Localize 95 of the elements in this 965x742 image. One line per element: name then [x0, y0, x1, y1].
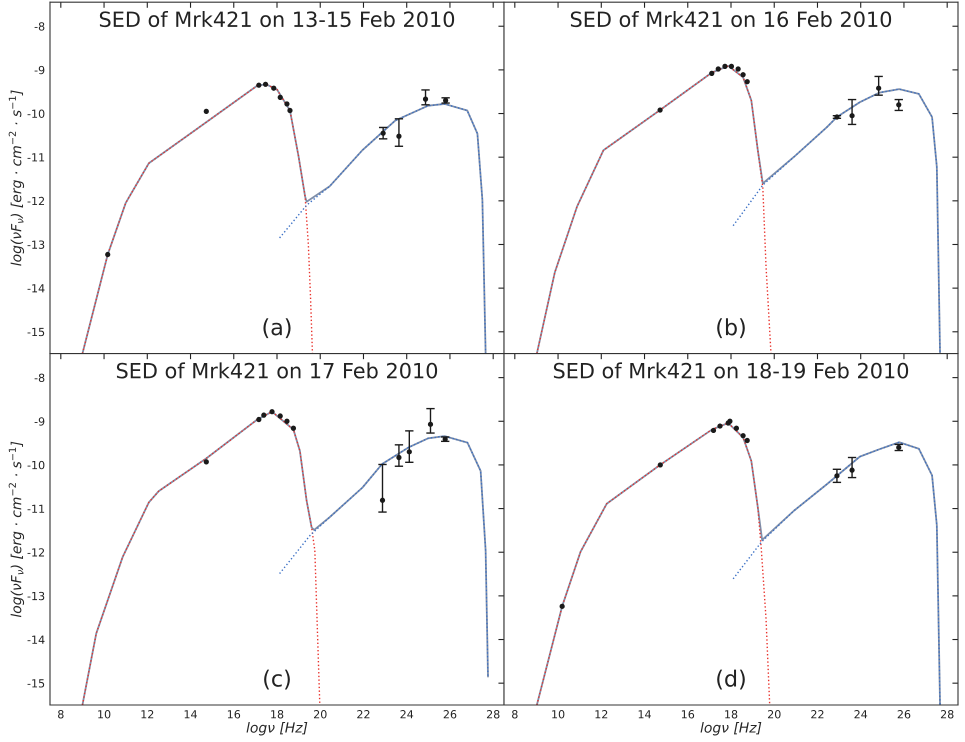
x-tick-label: 20 — [768, 710, 781, 718]
point — [269, 409, 275, 414]
point — [271, 86, 276, 91]
x-tick-label: 26 — [444, 710, 456, 718]
x-tick-label: 20 — [314, 710, 327, 718]
x-tick-label: 12 — [141, 710, 154, 718]
point — [406, 449, 412, 454]
point — [560, 604, 565, 609]
point — [287, 108, 293, 114]
point — [896, 102, 902, 108]
y-tick-label: -8 — [34, 22, 44, 31]
y-axis-title: log(νF$_{ν}$) [erg · cm$^{−2}$ · s$^{−1}$] — [8, 90, 24, 266]
y-tick-label: -10 — [28, 460, 44, 470]
x-axis-title: logν [Hz] — [700, 722, 762, 736]
x-tick-label: 18 — [725, 710, 738, 718]
x-tick-label: 22 — [811, 710, 824, 718]
point — [284, 418, 290, 424]
point — [396, 454, 402, 460]
point — [262, 82, 268, 87]
x-tick-label: 10 — [552, 710, 564, 718]
y-tick-label: -11 — [28, 153, 44, 162]
point — [284, 101, 290, 107]
x-tick-label: 28 — [940, 710, 954, 718]
y-tick-label: -8 — [34, 374, 44, 382]
point — [261, 412, 266, 418]
point — [710, 428, 716, 434]
chart-title: SED of Mrk421 on 16 Feb 2010 — [570, 11, 892, 28]
point — [834, 473, 840, 478]
point — [716, 66, 721, 72]
x-tick-label: 12 — [595, 710, 608, 718]
y-tick-label: -9 — [34, 66, 44, 74]
y-tick-label: -9 — [34, 417, 44, 426]
y-tick-label: -14 — [28, 284, 45, 292]
point — [256, 82, 262, 88]
y-tick-label: -13 — [28, 592, 44, 600]
point — [728, 64, 734, 69]
y-tick-label: -14 — [28, 636, 45, 644]
x-tick-label: 8 — [58, 710, 64, 718]
point — [717, 423, 723, 429]
x-tick-label: 10 — [98, 710, 110, 718]
point — [422, 96, 428, 102]
line-series — [82, 410, 489, 705]
line-series — [82, 410, 320, 705]
x-tick-label: 18 — [271, 710, 284, 718]
annotation: (c) — [264, 670, 290, 690]
line-series — [82, 83, 487, 354]
chart-title: SED of Mrk421 on 17 Feb 2010 — [116, 362, 438, 379]
point — [278, 94, 283, 100]
x-tick-label: 16 — [228, 710, 240, 718]
point — [380, 498, 386, 503]
point — [709, 70, 714, 76]
annotation: (b) — [717, 318, 745, 338]
y-tick-label: -13 — [28, 240, 44, 249]
x-tick-label: 28 — [486, 710, 500, 718]
x-tick-label: 14 — [638, 710, 651, 718]
point — [428, 422, 434, 427]
point — [740, 72, 746, 78]
x-tick-label: 24 — [400, 710, 414, 718]
point — [740, 433, 746, 438]
point — [658, 462, 663, 468]
point — [204, 459, 209, 464]
point — [722, 64, 728, 69]
y-tick-label: -15 — [28, 679, 44, 688]
x-tick-label: 26 — [898, 710, 910, 718]
chart-title: SED of Mrk421 on 18-19 Feb 2010 — [554, 362, 908, 379]
y-tick-label: -15 — [28, 328, 44, 336]
point — [849, 468, 855, 473]
y-tick-label: -10 — [28, 110, 44, 118]
point — [105, 252, 110, 258]
point — [396, 134, 402, 139]
y-tick-label: -12 — [28, 196, 44, 206]
point — [734, 426, 740, 431]
annotation: (d) — [717, 670, 745, 690]
point — [204, 108, 209, 114]
x-tick-label: 22 — [357, 710, 370, 718]
point — [290, 426, 296, 431]
x-tick-label: 8 — [512, 710, 518, 718]
chart-title: SED of Mrk421 on 13-15 Feb 2010 — [100, 11, 454, 28]
point — [256, 416, 262, 422]
x-tick-label: 24 — [854, 710, 868, 718]
point — [744, 438, 750, 444]
point — [849, 113, 855, 118]
point — [736, 66, 741, 72]
point — [380, 130, 386, 136]
x-tick-label: 14 — [184, 710, 197, 718]
point — [278, 413, 283, 419]
x-axis-title: logν [Hz] — [246, 722, 308, 736]
y-axis-title: log(νF$_{ν}$) [erg · cm$^{−2}$ · s$^{−1}$] — [8, 442, 24, 618]
y-tick-label: -12 — [28, 548, 44, 556]
point — [876, 86, 882, 91]
point — [744, 79, 750, 84]
point — [657, 107, 663, 113]
annotation: (a) — [263, 318, 291, 338]
y-tick-label: -11 — [28, 504, 44, 513]
x-tick-label: 16 — [682, 710, 694, 718]
